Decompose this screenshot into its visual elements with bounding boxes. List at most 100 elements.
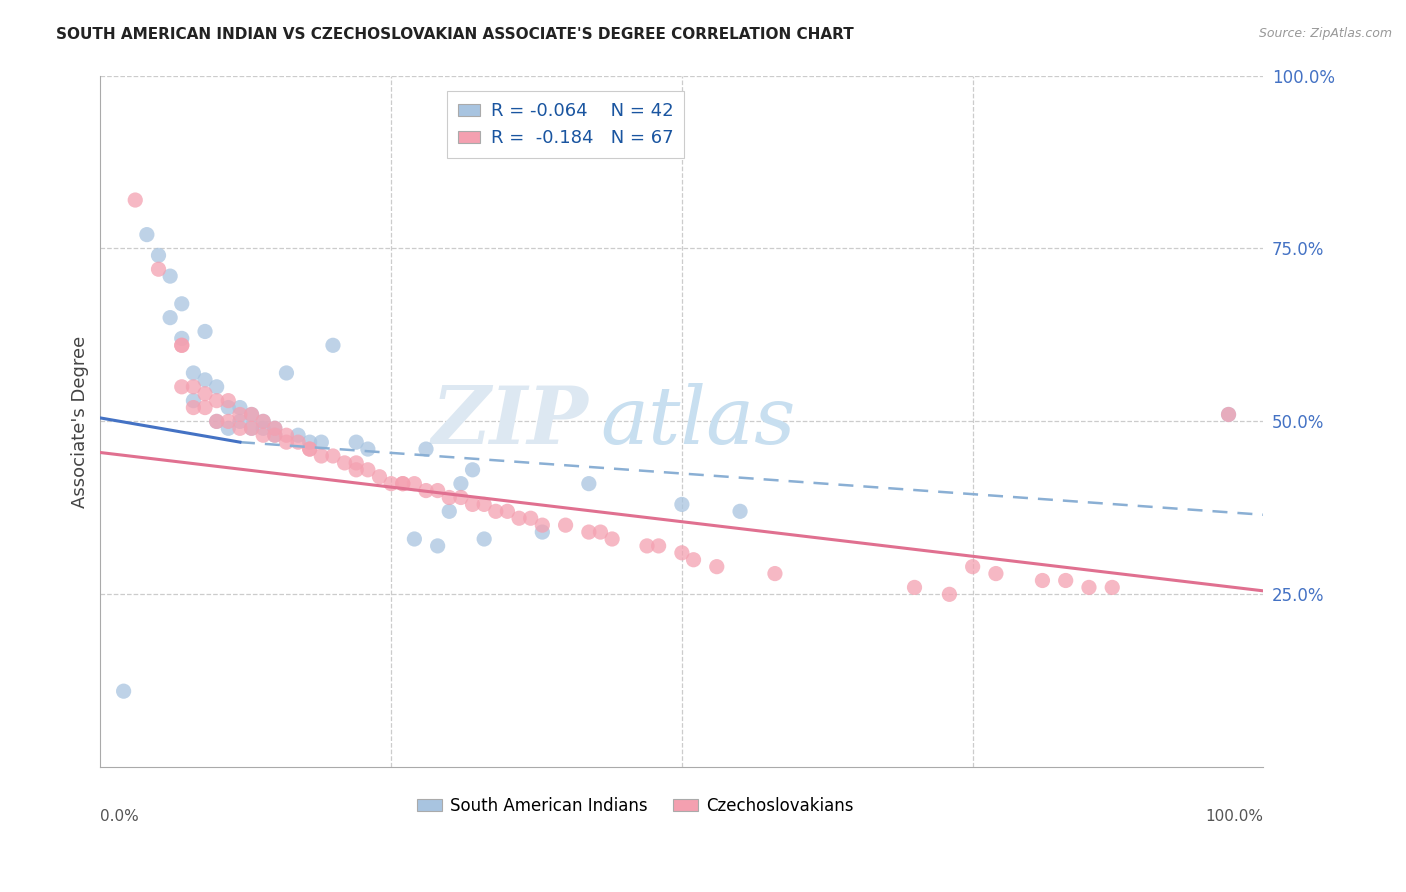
Text: atlas: atlas bbox=[600, 383, 796, 460]
Point bbox=[439, 491, 461, 505]
Point bbox=[276, 428, 298, 442]
Point bbox=[170, 380, 193, 394]
Point bbox=[112, 684, 135, 698]
Point bbox=[439, 504, 461, 518]
Point bbox=[962, 559, 984, 574]
Point bbox=[531, 518, 554, 533]
Point bbox=[344, 435, 367, 450]
Point bbox=[344, 463, 367, 477]
Point bbox=[415, 442, 437, 456]
Point bbox=[298, 442, 321, 456]
Point bbox=[263, 421, 285, 435]
Point bbox=[426, 483, 449, 498]
Point bbox=[1054, 574, 1077, 588]
Point bbox=[183, 393, 205, 408]
Point bbox=[148, 248, 170, 262]
Point bbox=[368, 469, 391, 483]
Point bbox=[263, 428, 285, 442]
Point bbox=[148, 262, 170, 277]
Point bbox=[1031, 574, 1053, 588]
Point bbox=[252, 428, 274, 442]
Point bbox=[508, 511, 530, 525]
Point bbox=[415, 483, 437, 498]
Point bbox=[183, 380, 205, 394]
Point bbox=[194, 325, 217, 339]
Point bbox=[1218, 408, 1240, 422]
Point bbox=[217, 421, 239, 435]
Point bbox=[333, 456, 356, 470]
Point bbox=[461, 463, 484, 477]
Point bbox=[311, 435, 333, 450]
Point bbox=[426, 539, 449, 553]
Legend: South American Indians, Czechoslovakians: South American Indians, Czechoslovakians bbox=[411, 789, 860, 822]
Point bbox=[763, 566, 786, 581]
Point bbox=[229, 414, 252, 428]
Point bbox=[170, 297, 193, 311]
Point bbox=[276, 366, 298, 380]
Point bbox=[485, 504, 508, 518]
Point bbox=[252, 414, 274, 428]
Point bbox=[205, 380, 228, 394]
Point bbox=[450, 476, 472, 491]
Text: Source: ZipAtlas.com: Source: ZipAtlas.com bbox=[1258, 27, 1392, 40]
Point bbox=[183, 366, 205, 380]
Point bbox=[461, 497, 484, 511]
Point bbox=[357, 442, 380, 456]
Point bbox=[240, 408, 263, 422]
Text: 0.0%: 0.0% bbox=[100, 809, 139, 824]
Point bbox=[217, 401, 239, 415]
Point bbox=[1078, 581, 1101, 595]
Point bbox=[728, 504, 751, 518]
Point bbox=[322, 449, 344, 463]
Point bbox=[159, 269, 181, 284]
Point bbox=[496, 504, 519, 518]
Point bbox=[984, 566, 1007, 581]
Point bbox=[903, 581, 925, 595]
Point bbox=[636, 539, 658, 553]
Point bbox=[391, 476, 413, 491]
Point bbox=[404, 476, 426, 491]
Point bbox=[240, 408, 263, 422]
Point bbox=[205, 414, 228, 428]
Point bbox=[671, 497, 693, 511]
Point bbox=[159, 310, 181, 325]
Point bbox=[647, 539, 669, 553]
Point bbox=[194, 373, 217, 387]
Point bbox=[170, 338, 193, 352]
Point bbox=[240, 421, 263, 435]
Point bbox=[682, 553, 704, 567]
Point bbox=[554, 518, 576, 533]
Point bbox=[276, 435, 298, 450]
Point bbox=[263, 428, 285, 442]
Point bbox=[252, 414, 274, 428]
Point bbox=[205, 414, 228, 428]
Point bbox=[252, 421, 274, 435]
Point bbox=[391, 476, 413, 491]
Point bbox=[671, 546, 693, 560]
Point bbox=[217, 393, 239, 408]
Point bbox=[938, 587, 960, 601]
Point bbox=[1218, 408, 1240, 422]
Point bbox=[600, 532, 623, 546]
Point bbox=[404, 532, 426, 546]
Point bbox=[170, 331, 193, 345]
Point bbox=[183, 401, 205, 415]
Point bbox=[531, 524, 554, 539]
Point bbox=[135, 227, 157, 242]
Point bbox=[1101, 581, 1123, 595]
Point bbox=[357, 463, 380, 477]
Point bbox=[124, 193, 146, 207]
Point bbox=[344, 456, 367, 470]
Point bbox=[229, 401, 252, 415]
Point bbox=[263, 421, 285, 435]
Text: 100.0%: 100.0% bbox=[1205, 809, 1264, 824]
Point bbox=[589, 524, 612, 539]
Point bbox=[578, 524, 600, 539]
Point bbox=[706, 559, 728, 574]
Point bbox=[380, 476, 402, 491]
Point bbox=[194, 401, 217, 415]
Point bbox=[298, 442, 321, 456]
Y-axis label: Associate's Degree: Associate's Degree bbox=[72, 335, 89, 508]
Point bbox=[194, 386, 217, 401]
Point bbox=[217, 414, 239, 428]
